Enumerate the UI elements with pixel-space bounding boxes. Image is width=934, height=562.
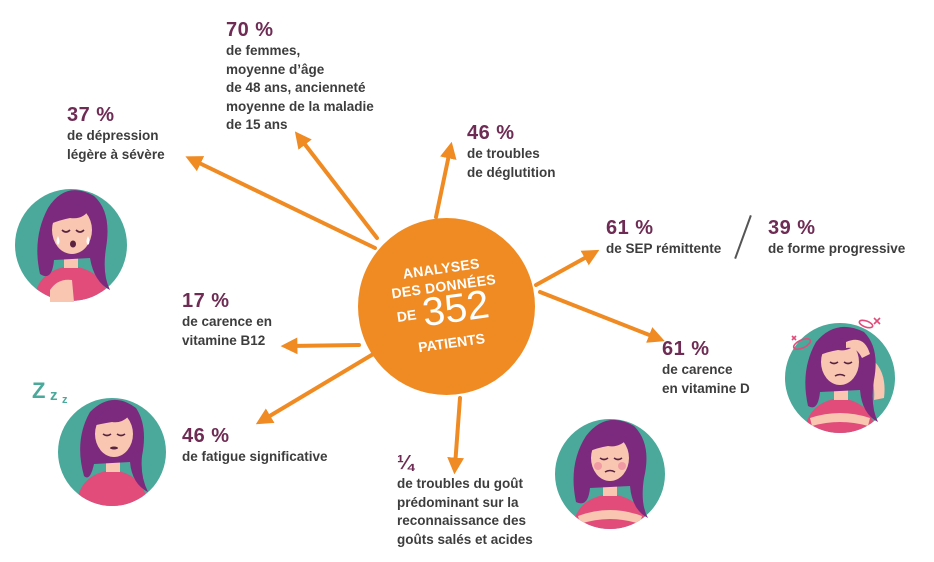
svg-text:z: z xyxy=(62,394,68,406)
stat-b12: 17 % de carence en vitamine B12 xyxy=(182,290,272,350)
stat-vitd-pct: 61 % xyxy=(662,338,710,360)
stat-women-pct: 70 % xyxy=(226,19,274,41)
stat-relapsing-text: de SEP rémittente xyxy=(606,241,722,256)
stat-relapsing: 61 % de SEP rémittente xyxy=(606,217,721,259)
center-circle: ANALYSES DES DONNÉES DE 352 PATIENTS xyxy=(358,218,535,395)
arrow-fatigue xyxy=(255,351,377,425)
stat-fatigue: 46 % de fatigue significative xyxy=(182,425,328,467)
stat-progressive-pct: 39 % xyxy=(768,217,816,239)
arrow-taste xyxy=(447,396,464,475)
stat-b12-text: de carence en vitamine B12 xyxy=(182,314,273,348)
dizzy-woman-icon xyxy=(785,317,895,433)
sleep-zzz-icon: Z xyxy=(32,378,45,403)
svg-text:z: z xyxy=(50,387,58,404)
stat-women-text: de femmes, moyenne d’âge de 48 ans, anci… xyxy=(226,43,374,132)
arrow-vitd xyxy=(538,290,665,343)
stat-depression-text: de dépression légère à sévère xyxy=(67,128,165,162)
arrow-depression xyxy=(185,156,377,250)
stat-fatigue-text: de fatigue significative xyxy=(182,449,328,464)
stat-swallowing-pct: 46 % xyxy=(467,122,515,144)
arrow-swallowing xyxy=(434,141,457,219)
arrow-relapsing xyxy=(534,249,600,287)
center-number: 352 xyxy=(419,282,492,336)
center-label: ANALYSES DES DONNÉES DE 352 PATIENTS xyxy=(347,207,547,407)
center-line-de: DE xyxy=(395,306,418,325)
stat-b12-pct: 17 % xyxy=(182,290,230,312)
stat-relapsing-pct: 61 % xyxy=(606,217,654,239)
stat-vitd: 61 % de carence en vitamine D xyxy=(662,338,750,398)
stat-vitd-text: de carence en vitamine D xyxy=(662,362,750,396)
stat-women: 70 % de femmes, moyenne d’âge de 48 ans,… xyxy=(226,19,374,135)
stat-swallowing: 46 % de troubles de déglutition xyxy=(467,122,556,182)
stat-fatigue-pct: 46 % xyxy=(182,425,230,447)
stat-depression: 37 % de dépression légère à sévère xyxy=(67,104,165,164)
arrow-women xyxy=(294,131,379,240)
stat-depression-pct: 37 % xyxy=(67,104,115,126)
stat-progressive: 39 % de forme progressive xyxy=(768,217,905,259)
stomach-ache-woman-icon xyxy=(555,419,665,529)
dizzy-stars-icon xyxy=(791,317,881,351)
arrow-b12 xyxy=(280,337,361,355)
stat-taste-text: de troubles du goût prédominant sur la r… xyxy=(397,476,533,547)
stat-progressive-text: de forme progressive xyxy=(768,241,906,256)
stat-taste-pct: ¼ xyxy=(397,452,415,474)
crying-woman-icon xyxy=(15,189,127,302)
stat-taste: ¼ de troubles du goût prédominant sur la… xyxy=(397,452,533,549)
sleeping-woman-icon: Z z z xyxy=(32,378,166,506)
stat-swallowing-text: de troubles de déglutition xyxy=(467,146,556,180)
